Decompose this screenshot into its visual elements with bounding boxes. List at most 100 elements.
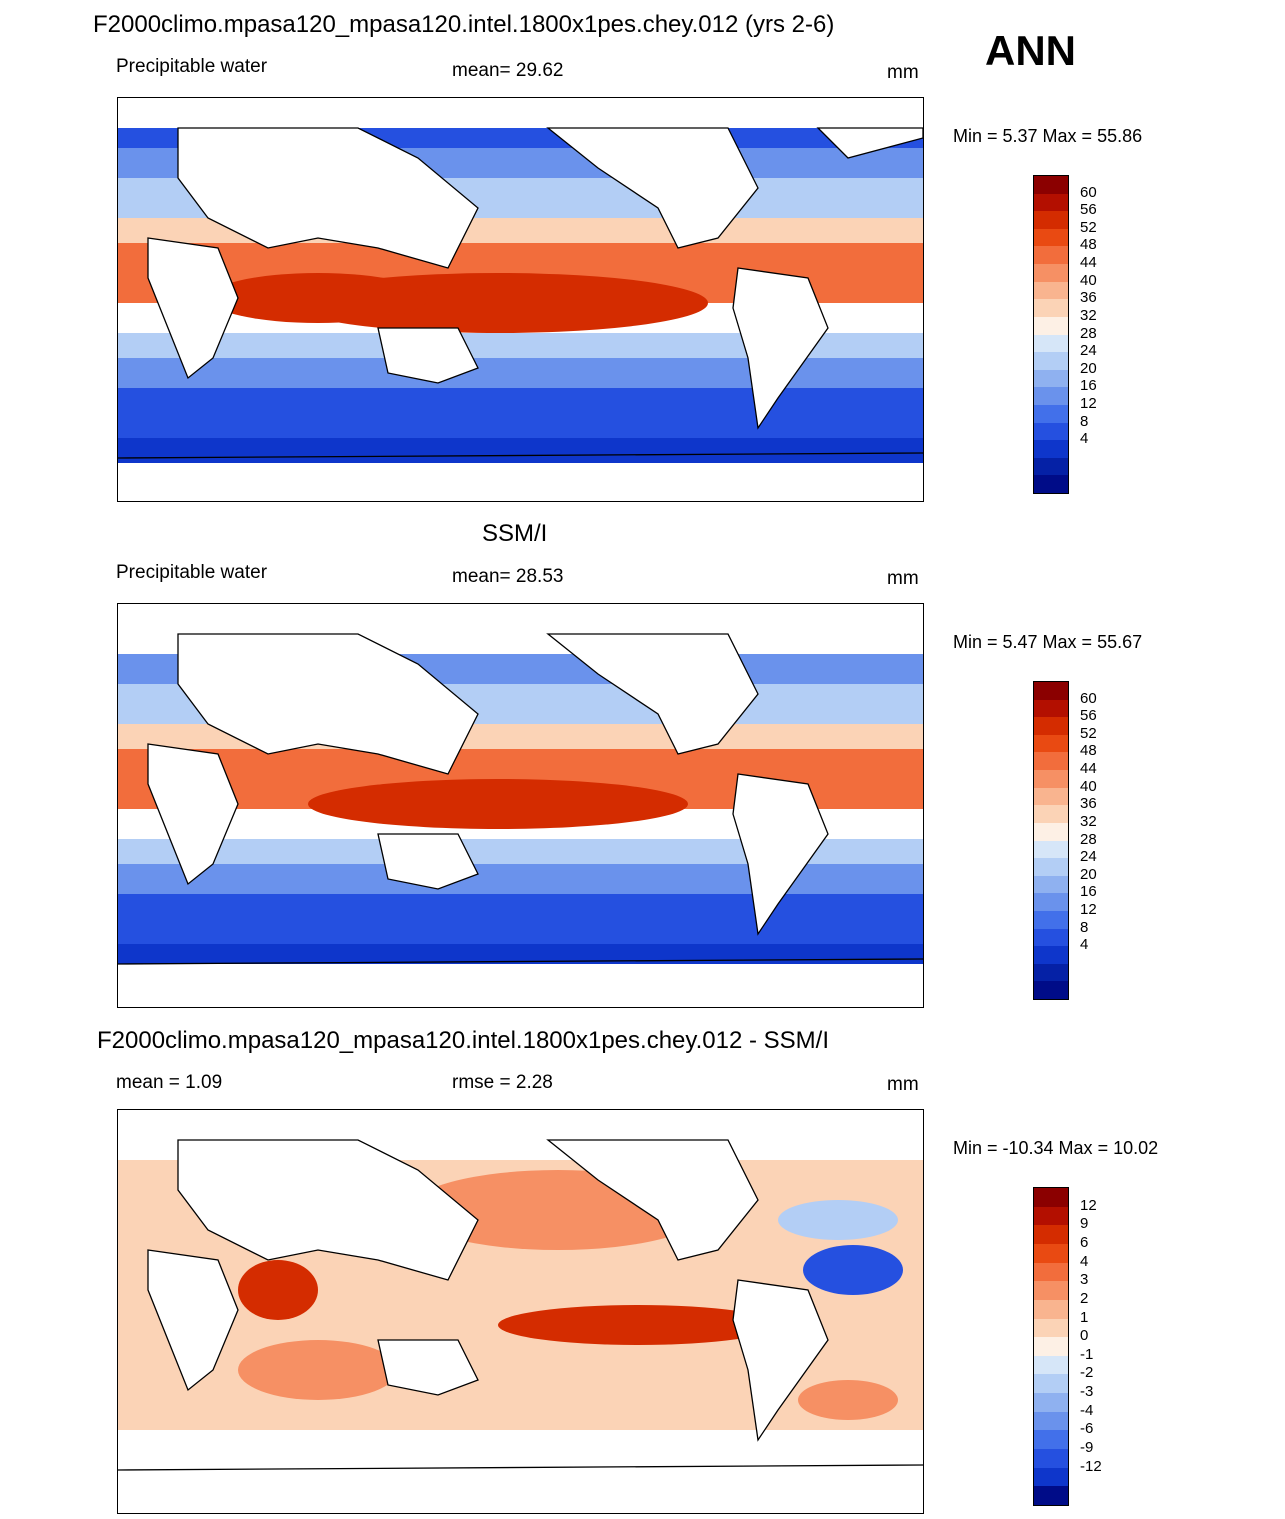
panel-obs-colorbar-tick-label: 12: [1080, 900, 1097, 918]
panel-model-colorbar-color-box: [1034, 404, 1068, 424]
panel-obs-colorbar-color-box: [1034, 787, 1068, 806]
panel-diff-colorbar-color-box: [1034, 1318, 1068, 1338]
panel-obs-colorbar-color-box: [1034, 981, 1068, 1000]
panel-model-units: mm: [887, 62, 919, 83]
panel-model-colorbar-color-box: [1034, 228, 1068, 247]
panel-obs-colorbar-color-box: [1034, 822, 1068, 841]
panel-model-colorbar-color-box: [1034, 176, 1068, 195]
panel-obs-colorbar-color-box: [1034, 805, 1068, 824]
panel-diff-colorbar-color-box: [1034, 1449, 1068, 1469]
panel-obs-colorbar-color-box: [1034, 928, 1068, 947]
panel-model-colorbar-tick-label: 48: [1080, 236, 1097, 254]
panel-obs-colorbar-color-box: [1034, 875, 1068, 894]
panel-diff-colorbar-color-box: [1034, 1430, 1068, 1450]
panel-model-colorbar: [1033, 175, 1069, 494]
panel-obs-colorbar-color-box: [1034, 699, 1068, 718]
panel-model-colorbar-color-box: [1034, 211, 1068, 230]
panel-diff-minmax: Min = -10.34 Max = 10.02: [953, 1138, 1159, 1158]
panel-diff-units: mm: [887, 1074, 919, 1095]
panel-model-colorbar-tick-label: 8: [1080, 412, 1089, 430]
panel-obs-colorbar-tick-label: 36: [1080, 795, 1097, 813]
panel-diff-colorbar-tick-label: -2: [1080, 1364, 1094, 1382]
panel-diff-colorbar-tick-label: 12: [1080, 1196, 1097, 1214]
panel-diff-mean: mean = 1.09: [116, 1072, 223, 1093]
panel-obs-colorbar-tick-label: 8: [1080, 918, 1089, 936]
panel-model-colorbar-tick-label: 60: [1080, 183, 1097, 201]
panel-diff-colorbar-tick-label: -9: [1080, 1439, 1094, 1457]
panel-diff-colorbar-tick-label: 0: [1080, 1327, 1089, 1345]
panel-diff-colorbar-color-box: [1034, 1374, 1068, 1394]
panel-model-colorbar-tick-label: 20: [1080, 359, 1097, 377]
panel-model-colorbar-color-box: [1034, 264, 1068, 283]
panel-model-mean: mean= 29.62: [452, 60, 564, 81]
panel-obs-colorbar-color-box: [1034, 682, 1068, 701]
panel-obs-colorbar: [1033, 681, 1069, 1000]
panel-obs-colorbar-color-box: [1034, 752, 1068, 771]
panel-model-colorbar-color-box: [1034, 281, 1068, 300]
panel-obs-colorbar-tick-label: 16: [1080, 883, 1097, 901]
panel-diff-colorbar-tick-label: 6: [1080, 1233, 1089, 1251]
panel-model-colorbar-tick-label: 44: [1080, 254, 1097, 272]
panel-model-colorbar-color-box: [1034, 316, 1068, 335]
panel-diff-colorbar-color-box: [1034, 1486, 1068, 1506]
panel-obs-colorbar-color-box: [1034, 840, 1068, 859]
panel-model-colorbar-tick-label: 24: [1080, 342, 1097, 360]
panel-diff-colorbar-color-box: [1034, 1281, 1068, 1301]
panel-model-colorbar-tick-label: 16: [1080, 377, 1097, 395]
panel-obs-colorbar-tick-label: 52: [1080, 724, 1097, 742]
panel-model-colorbar-tick-label: 36: [1080, 289, 1097, 307]
panel-obs-colorbar-tick-label: 40: [1080, 777, 1097, 795]
panel-obs-colorbar-tick-label: 32: [1080, 812, 1097, 830]
panel-obs-colorbar-tick-label: 60: [1080, 689, 1097, 707]
panel-obs-colorbar-tick-label: 56: [1080, 707, 1097, 725]
panel-model-colorbar-tick-label: 52: [1080, 218, 1097, 236]
panel-obs-minmax: Min = 5.47 Max = 55.67: [953, 632, 1143, 652]
panel-model-colorbar-tick-label: 56: [1080, 201, 1097, 219]
panel-diff-colorbar-color-box: [1034, 1243, 1068, 1264]
panel-model-colorbar-tick-label: 28: [1080, 324, 1097, 342]
panel-model-colorbar-color-box: [1034, 387, 1068, 406]
panel-diff-colorbar-color-box: [1034, 1355, 1068, 1375]
panel-obs-title: SSM/I: [482, 520, 548, 547]
panel-model-colorbar-color-box: [1034, 475, 1068, 494]
panel-model-colorbar-color-box: [1034, 369, 1068, 388]
panel-model-title: F2000climo.mpasa120_mpasa120.intel.1800x…: [93, 11, 835, 38]
panel-diff-map: [117, 1109, 924, 1514]
panel-model-colorbar-color-box: [1034, 352, 1068, 371]
panel-diff-colorbar-color-box: [1034, 1411, 1068, 1431]
panel-model-colorbar-color-box: [1034, 193, 1068, 212]
panel-diff-colorbar-tick-label: -1: [1080, 1345, 1094, 1363]
panel-diff-colorbar-tick-label: -3: [1080, 1383, 1094, 1401]
panel-diff-colorbar-tick-label: 2: [1080, 1289, 1089, 1307]
panel-obs-colorbar-tick-label: 44: [1080, 760, 1097, 778]
panel-diff-colorbar-color-box: [1034, 1337, 1068, 1357]
panel-obs-colorbar-color-box: [1034, 910, 1068, 930]
panel-model-colorbar-tick-label: 40: [1080, 271, 1097, 289]
panel-obs-colorbar-color-box: [1034, 963, 1068, 982]
panel-model-colorbar-color-box: [1034, 246, 1068, 265]
panel-obs-colorbar-color-box: [1034, 734, 1068, 753]
panel-diff-colorbar: [1033, 1187, 1069, 1506]
panel-model-colorbar-color-box: [1034, 334, 1068, 353]
panel-diff-colorbar-color-box: [1034, 1467, 1068, 1487]
panel-diff-colorbar-color-box: [1034, 1262, 1068, 1282]
panel-model-variable: Precipitable water: [116, 56, 268, 77]
panel-model-colorbar-tick-label: 32: [1080, 306, 1097, 324]
panel-model-colorbar-color-box: [1034, 422, 1068, 441]
panel-obs-colorbar-color-box: [1034, 858, 1068, 877]
panel-obs-colorbar-tick-label: 28: [1080, 830, 1097, 848]
panel-obs-map: [117, 603, 924, 1008]
panel-model-colorbar-tick-label: 4: [1080, 430, 1089, 448]
panel-diff-rmse: rmse = 2.28: [452, 1072, 553, 1093]
panel-model-map: [117, 97, 924, 502]
panel-diff-colorbar-tick-label: 3: [1080, 1271, 1089, 1289]
panel-diff-colorbar-color-box: [1034, 1299, 1068, 1320]
panel-diff-colorbar-tick-label: -6: [1080, 1420, 1094, 1438]
panel-diff-colorbar-tick-label: -4: [1080, 1401, 1094, 1419]
panel-obs-colorbar-tick-label: 20: [1080, 865, 1097, 883]
panel-diff-colorbar-tick-label: 9: [1080, 1215, 1089, 1233]
panel-obs-variable: Precipitable water: [116, 562, 268, 583]
panel-diff-title: F2000climo.mpasa120_mpasa120.intel.1800x…: [97, 1027, 829, 1054]
panel-model-colorbar-color-box: [1034, 457, 1068, 476]
panel-obs-colorbar-color-box: [1034, 893, 1068, 912]
